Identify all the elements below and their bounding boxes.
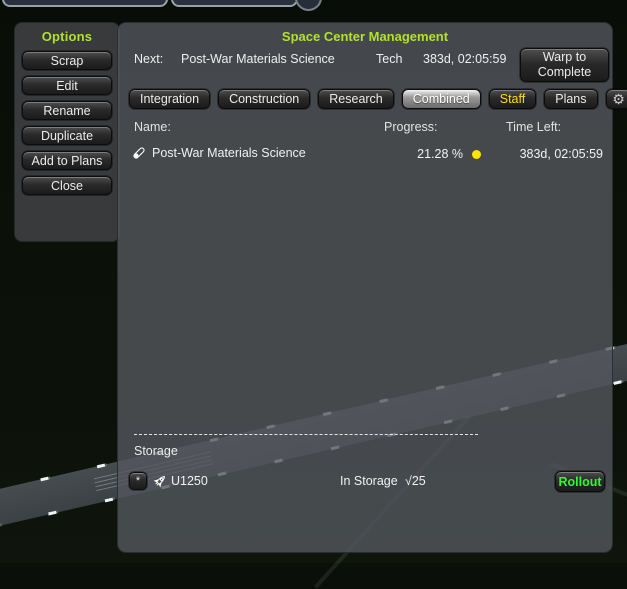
tab-bar: Integration Construction Research Combin… [129, 89, 627, 109]
table-header-row: Name: Progress: Time Left: [118, 120, 612, 135]
row-tech-name: Post-War Materials Science [152, 146, 306, 160]
status-dot-icon [472, 150, 481, 159]
tab-staff[interactable]: Staff [488, 89, 537, 109]
tab-construction[interactable]: Construction [218, 89, 311, 109]
window-title: Space Center Management [281, 29, 449, 44]
next-tech-type: Tech [376, 52, 403, 66]
tab-combined[interactable]: Combined [401, 89, 481, 109]
test-tube-icon [133, 147, 145, 159]
storage-section-label: Storage [134, 444, 178, 458]
star-icon: * [135, 475, 141, 487]
rollout-cost: √25 [405, 474, 426, 488]
add-to-plans-button[interactable]: Add to Plans [22, 151, 112, 170]
settings-button[interactable]: ⚙ [605, 89, 627, 109]
column-header-time-left: Time Left: [506, 120, 562, 134]
next-tech-row: Next: Post-War Materials Science Tech 38… [118, 52, 612, 68]
vessel-name: U1250 [171, 474, 208, 488]
options-panel: Options Scrap Edit Rename Duplicate Add … [14, 22, 120, 242]
space-center-management-window: Space Center Management Next: Post-War M… [117, 22, 627, 553]
table-row: Post-War Materials Science 21.28 % 383d,… [118, 146, 612, 164]
options-panel-title: Options [41, 29, 93, 44]
next-label: Next: [134, 52, 164, 66]
vessel-status: In Storage [340, 474, 398, 488]
top-toolbar-round-button [295, 0, 322, 11]
next-tech-time: 383d, 02:05:59 [423, 52, 507, 66]
tab-integration[interactable]: Integration [129, 89, 211, 109]
row-time-left-value: 383d, 02:05:59 [519, 147, 603, 161]
duplicate-button[interactable]: Duplicate [22, 126, 112, 145]
row-progress-value: 21.28 % [417, 147, 463, 161]
gear-icon: ⚙ [612, 90, 625, 107]
rollout-button[interactable]: Rollout [555, 471, 605, 492]
priority-star-button[interactable]: * [129, 472, 147, 490]
top-toolbar-fragment [2, 0, 168, 7]
warp-to-complete-button[interactable]: Warp to Complete [520, 48, 609, 82]
storage-item-row: * U1250 In Storage √25 Rollout [118, 471, 612, 493]
tab-research[interactable]: Research [318, 89, 394, 109]
close-button[interactable]: Close [22, 176, 112, 195]
rename-button[interactable]: Rename [22, 101, 112, 120]
tab-plans[interactable]: Plans [544, 89, 598, 109]
rocket-icon [153, 476, 165, 488]
scrap-button[interactable]: Scrap [22, 51, 112, 70]
edit-button[interactable]: Edit [22, 76, 112, 95]
top-toolbar-fragment [171, 0, 298, 7]
column-header-progress: Progress: [384, 120, 438, 134]
storage-divider-line [134, 434, 478, 435]
column-header-name: Name: [134, 120, 171, 134]
next-tech-name: Post-War Materials Science [181, 52, 335, 66]
